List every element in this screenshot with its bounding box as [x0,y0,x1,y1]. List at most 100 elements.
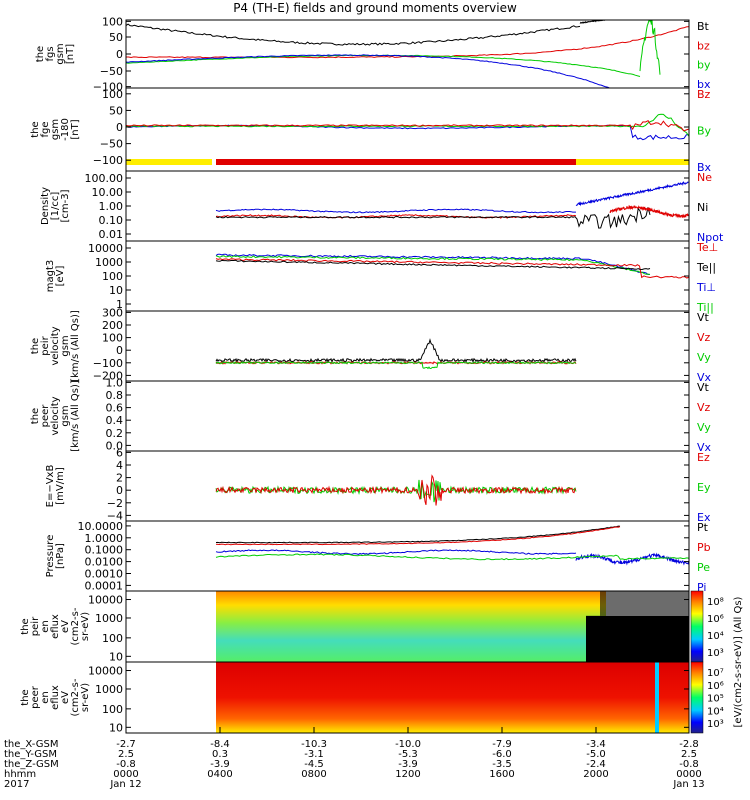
panel-data [215,474,577,506]
y-tick-label: 10 [109,721,123,734]
legend-entry: Ne [697,171,712,184]
x-tick-label: -3.1 [304,749,324,760]
x-tick-label: -2.7 [116,739,136,750]
y-tick-label: 0 [116,48,123,61]
colorbar-tick-label: 10³ [707,648,724,659]
legend-entry: Vz [697,331,711,344]
y-tick-label: 1.0000 [85,532,124,545]
y-tick-label: −200 [93,369,123,382]
axis-row-label: 2017 [4,779,29,790]
panel-1: 100 50 0 −50 −100 the fgs gsm [nT] Bt bz by bx [35,15,711,93]
y-tick-label: 1 [116,298,123,311]
x-tick-label: -0.8 [116,759,136,770]
y-tick-label: 0.6 [106,402,124,415]
panel-data [215,181,689,229]
series-te-perp [215,258,689,279]
series-te-par [215,259,651,271]
y-tick-label: 10.00 [92,186,124,199]
y-tick-label: 100 [102,332,123,345]
legend-entry: Pt [697,521,709,534]
y-tick-label: −100 [93,154,123,167]
series-bx [126,124,689,141]
x-tick-label: 0000 [676,769,701,780]
legend-entry: Vt [697,381,710,394]
series-pe [215,553,689,561]
x-tick-label: 2000 [583,769,608,780]
y-tick-label: 1.0 [106,376,124,389]
x-tick-label: -7.9 [492,739,512,750]
y-axis-label: [km/s (All Qs)] [70,380,81,452]
x-tick-label: 0400 [207,769,232,780]
y-tick-label: 10 [109,284,123,297]
y-axis-label: gsm [60,405,71,426]
legend-entry: Vt [697,311,710,324]
y-axis-label: the [30,338,41,354]
y-axis-label: (cm2-s- [70,678,81,716]
legend-entry: bz [697,39,710,52]
y-axis-label: velocity [50,326,61,365]
y-tick-label: 10000 [88,594,123,607]
y-tick-label: 10.0000 [78,520,124,533]
y-axis-label: [km/s (All Qs)] [70,310,81,382]
y-axis-label: the [20,689,31,705]
panel-frame [125,19,690,89]
y-axis-label: sr-eV) [80,612,91,641]
legend-entry: Vx [697,441,712,454]
series-bz [126,26,689,59]
electron-spectrogram-feature [655,662,659,733]
panel-data [126,20,689,88]
y-axis-label: eflux [50,685,61,710]
legend-entry: Vz [697,401,711,414]
series-by-spike [639,20,661,75]
y-axis-label: magt3 [45,260,56,293]
y-axis-label: [eV] [55,266,66,287]
x-tick-label: Jan 13 [672,779,704,790]
colorbar-tick-label: 10³ [707,719,724,730]
y-tick-label: 1.00 [99,200,124,213]
colorbar-tick-label: 10⁶ [707,681,724,692]
x-tick-label: -4.5 [304,759,324,770]
y-tick-label: −100 [93,357,123,370]
y-axis-label: eV [60,620,71,633]
y-tick-label: 0.2 [106,427,124,440]
x-tick-label: -0.8 [679,759,699,770]
legend-entry: by [697,59,711,72]
panel-data [216,662,689,733]
y-axis-label: en [40,620,51,633]
colorbar-tick-label: 10⁷ [707,668,724,679]
legend-entry: Te⊥ [696,241,718,254]
mode-bar-slow [126,159,212,165]
y-tick-label: 0 [116,484,123,497]
y-axis-label: gsm [60,335,71,356]
x-tick-label: 1600 [489,769,514,780]
y-axis-label: peer [30,685,41,709]
series-bt [126,23,581,46]
axis-row-label: the_X-GSM [4,739,58,750]
y-tick-label: 10000 [88,242,123,255]
legend-entry: Pb [697,541,711,554]
y-tick-label: 0.1000 [85,544,124,557]
y-axis-label: velocity [50,396,61,435]
legend-entry: Vy [697,421,711,434]
panel-10: 10000 1000 100 10 the peer en eflux eV (cm2-s-sr-… [20,661,690,734]
axis-row-label: hhmm [4,769,36,780]
y-tick-label: −100 [93,81,123,94]
y-tick-label: 4 [116,459,123,472]
y-axis-label: [nT] [65,44,76,64]
y-axis-label: [mV/m] [55,467,66,505]
y-tick-label: 50 [109,31,123,44]
legend-entry: Ti⊥ [696,281,716,294]
series-pi [215,549,577,555]
x-tick-label: -3.9 [398,759,418,770]
series-ez [215,474,577,506]
y-axis-label: (cm2-s- [70,607,81,645]
panel-frame [125,310,690,382]
x-tick-label: 0000 [113,769,138,780]
ion-spectrogram [216,591,606,662]
y-axis-label: sr-eV) [80,683,91,712]
x-tick-label: -5.3 [398,749,418,760]
legend-entry: Ex [697,511,711,524]
y-axis-label: [nT] [70,119,81,139]
